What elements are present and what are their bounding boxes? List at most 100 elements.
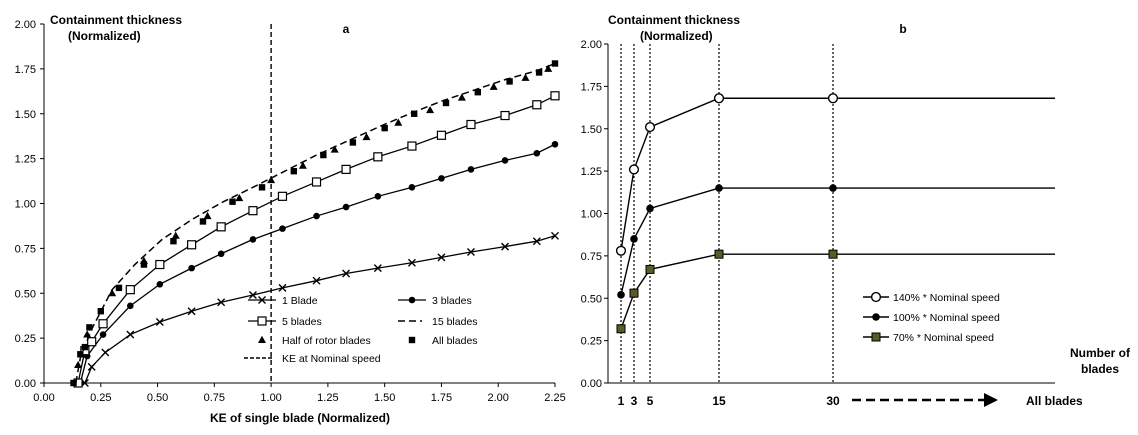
panel-a-x-tick-label: 2.00 [488, 392, 509, 404]
series-1-blade-point-b [342, 269, 351, 278]
series-70-nominal-speed-point [629, 288, 639, 298]
series-1-blade-point-b [155, 317, 164, 326]
series-all-blades-point [290, 167, 298, 175]
series-half-of-rotor-blades-point [235, 193, 244, 202]
legend-item-70-nominal-speed: 70% * Nominal speed [863, 332, 994, 344]
panel-b-y-tick-label: 1.50 [581, 124, 602, 136]
legend-item-100-nominal-speed: 100% * Nominal speed [863, 312, 1000, 324]
all-blades-arrow [852, 393, 998, 407]
series-1-blade-point [217, 298, 226, 307]
series-1-blade-point [278, 283, 287, 292]
series-all-blades-point [551, 60, 559, 67]
series-5-blades-point [466, 119, 476, 130]
legend-swatch-b [258, 296, 266, 304]
series-3-blades-point [408, 184, 416, 191]
panel-b-axes: 0.00 0.25 0.50 0.75 1.00 1.25 1.50 1.75 2.00 1 3 5 1… [581, 39, 1055, 408]
series-5-blades-point [155, 259, 165, 270]
series-half-of-rotor-blades-point [203, 211, 212, 220]
panel-b-ylabel-line1: Containment thickness [608, 13, 740, 27]
series-1-blade-point [437, 253, 446, 262]
series-1-blade-point [407, 258, 416, 267]
panel-a-x-tick-label: 2.25 [544, 392, 565, 404]
series-3-blades-point [217, 250, 225, 258]
series-1-blade-point [373, 264, 382, 273]
panel-b-xlabel-line1: Number of [1070, 346, 1131, 360]
series-70-nominal-speed-point [616, 324, 626, 334]
panel-a-x-tick-label: 1.50 [374, 392, 395, 404]
series-1-blade-line [84, 235, 556, 384]
series-all-blades-point [97, 308, 104, 315]
series-all-blades-point [381, 124, 388, 132]
panel-b-y-tick-label: 2.00 [581, 39, 602, 51]
series-1-blade-point-b [101, 348, 110, 357]
series-all-blades-point [81, 343, 89, 351]
series-half-of-rotor-blades-point [171, 231, 180, 239]
series-140-nominal-speed-point [713, 93, 725, 104]
series-all-blades-point [199, 218, 207, 225]
series-1-blade-point [155, 317, 164, 326]
series-all-blades [70, 60, 559, 387]
series-half-of-rotor-blades-point [267, 175, 276, 184]
series-half-of-rotor-blades-point [521, 73, 530, 81]
legend-label: All blades [432, 335, 478, 347]
panel-a-y-tick-label: 2.00 [15, 19, 36, 31]
panel-a-x-tick-label: 0.75 [204, 392, 225, 404]
legend-item-140-nominal-speed: 140% * Nominal speed [863, 291, 1000, 304]
series-3-blades-point [313, 212, 320, 220]
series-3-blades-point [127, 302, 134, 310]
series-5-blades-point [125, 285, 135, 295]
series-3-blades-point [438, 175, 445, 182]
series-100-nominal-speed [617, 184, 1055, 299]
series-1-blade-point [551, 231, 559, 240]
series-1-blade-point-b [187, 307, 196, 316]
series-1-blade-point [501, 242, 510, 251]
legend-item-15-blades: 15 blades [398, 316, 478, 328]
panel-a-x-tick-label: 1.75 [431, 392, 452, 404]
series-3-blades-point [374, 193, 382, 200]
series-140-nominal-speed [615, 93, 1055, 256]
series-5-blades-point [187, 240, 197, 250]
series-100-nominal-speed-point [715, 184, 723, 192]
panel-b-y-tick-label: 0.75 [581, 251, 602, 263]
series-half-of-rotor-blades-point [394, 118, 403, 126]
series-all-blades-point [535, 69, 543, 76]
series-half-of-rotor-blades-point [83, 330, 92, 338]
series-1-blade-point-b [407, 258, 416, 267]
series-all-blades-point [170, 237, 177, 245]
legend-item-half-of-rotor-blades: Half of rotor blades [258, 335, 371, 347]
series-half-of-rotor-blades [74, 64, 553, 369]
series-70-nominal-speed [616, 249, 1055, 334]
series-3-blades-point [501, 157, 509, 164]
panel-b-x-tick-label: 5 [647, 394, 654, 408]
panel-b-y-tick-label: 1.25 [581, 166, 602, 178]
series-100-nominal-speed-point [617, 291, 625, 299]
legend-swatch [871, 332, 881, 342]
series-all-blades-point [258, 184, 266, 191]
series-1-blade-point [342, 269, 351, 278]
panel-b-y-tick-label: 1.75 [581, 81, 602, 93]
panel-b-x-tick-label: 3 [631, 394, 638, 408]
panel-a-ylabel-line2: (Normalized) [68, 29, 141, 43]
series-140-nominal-speed-point [628, 164, 640, 175]
series-5-blades-point [311, 177, 322, 187]
legend-label: 100% * Nominal speed [893, 312, 1000, 324]
series-5-blades-point [87, 337, 97, 347]
legend-item-all-blades: All blades [408, 335, 478, 347]
series-all-blades-point [410, 110, 418, 117]
series-100-nominal-speed-line [620, 187, 1055, 296]
series-half-of-rotor-blades-point [108, 289, 117, 297]
panel-b-xlabel-line2: blades [1081, 362, 1119, 376]
series-1-blade-point-b [373, 264, 382, 273]
legend-swatch [872, 313, 880, 321]
panel-a-axes: 0.00 0.25 0.50 0.75 1.00 1.25 1.50 1.75 2.00 0.00… [15, 19, 566, 404]
series-1-blade-point-b [312, 276, 321, 285]
series-1-blade-point [187, 307, 196, 316]
series-100-nominal-speed-point [630, 235, 638, 243]
panel-a-y-tick-label: 1.50 [15, 109, 36, 121]
panel-b-legend: 140% * Nominal speed 100% * Nominal speed… [863, 291, 1000, 344]
panel-b-x-tick-label: 1 [618, 394, 625, 408]
series-1-blade-point-b [532, 237, 541, 246]
legend-swatch [258, 335, 266, 343]
series-all-blades-point [474, 89, 481, 96]
